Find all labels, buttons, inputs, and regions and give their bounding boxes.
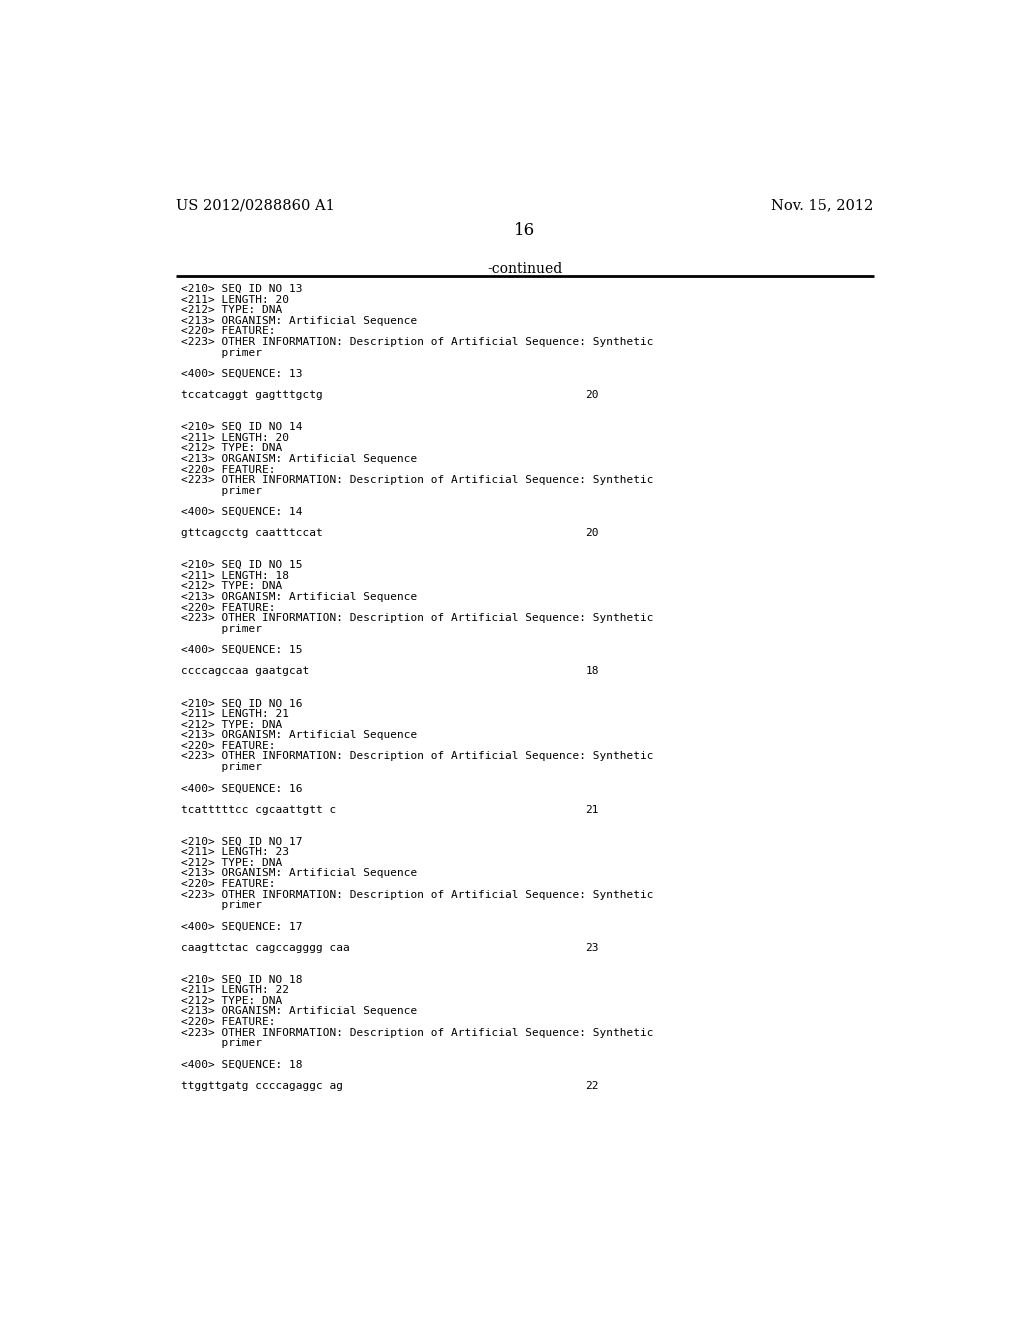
Text: <212> TYPE: DNA: <212> TYPE: DNA [180, 305, 282, 315]
Text: <220> FEATURE:: <220> FEATURE: [180, 1018, 275, 1027]
Text: <213> ORGANISM: Artificial Sequence: <213> ORGANISM: Artificial Sequence [180, 593, 417, 602]
Text: <400> SEQUENCE: 13: <400> SEQUENCE: 13 [180, 368, 302, 379]
Text: primer: primer [180, 900, 262, 911]
Text: ttggttgatg ccccagaggc ag: ttggttgatg ccccagaggc ag [180, 1081, 343, 1090]
Text: <213> ORGANISM: Artificial Sequence: <213> ORGANISM: Artificial Sequence [180, 1006, 417, 1016]
Text: <212> TYPE: DNA: <212> TYPE: DNA [180, 581, 282, 591]
Text: <400> SEQUENCE: 14: <400> SEQUENCE: 14 [180, 507, 302, 517]
Text: <210> SEQ ID NO 14: <210> SEQ ID NO 14 [180, 422, 302, 432]
Text: <211> LENGTH: 21: <211> LENGTH: 21 [180, 709, 289, 719]
Text: <220> FEATURE:: <220> FEATURE: [180, 603, 275, 612]
Text: <212> TYPE: DNA: <212> TYPE: DNA [180, 444, 282, 453]
Text: <220> FEATURE:: <220> FEATURE: [180, 465, 275, 475]
Text: tccatcaggt gagtttgctg: tccatcaggt gagtttgctg [180, 391, 323, 400]
Text: primer: primer [180, 624, 262, 634]
Text: <211> LENGTH: 18: <211> LENGTH: 18 [180, 570, 289, 581]
Text: <223> OTHER INFORMATION: Description of Artificial Sequence: Synthetic: <223> OTHER INFORMATION: Description of … [180, 751, 653, 762]
Text: <223> OTHER INFORMATION: Description of Artificial Sequence: Synthetic: <223> OTHER INFORMATION: Description of … [180, 475, 653, 486]
Text: <213> ORGANISM: Artificial Sequence: <213> ORGANISM: Artificial Sequence [180, 315, 417, 326]
Text: <210> SEQ ID NO 15: <210> SEQ ID NO 15 [180, 560, 302, 570]
Text: <213> ORGANISM: Artificial Sequence: <213> ORGANISM: Artificial Sequence [180, 869, 417, 878]
Text: <212> TYPE: DNA: <212> TYPE: DNA [180, 858, 282, 867]
Text: <210> SEQ ID NO 18: <210> SEQ ID NO 18 [180, 974, 302, 985]
Text: <210> SEQ ID NO 16: <210> SEQ ID NO 16 [180, 698, 302, 709]
Text: 23: 23 [586, 942, 599, 953]
Text: <223> OTHER INFORMATION: Description of Artificial Sequence: Synthetic: <223> OTHER INFORMATION: Description of … [180, 1028, 653, 1038]
Text: <211> LENGTH: 20: <211> LENGTH: 20 [180, 294, 289, 305]
Text: 22: 22 [586, 1081, 599, 1090]
Text: primer: primer [180, 1039, 262, 1048]
Text: 20: 20 [586, 391, 599, 400]
Text: -continued: -continued [487, 263, 562, 276]
Text: <211> LENGTH: 22: <211> LENGTH: 22 [180, 985, 289, 995]
Text: <220> FEATURE:: <220> FEATURE: [180, 741, 275, 751]
Text: <223> OTHER INFORMATION: Description of Artificial Sequence: Synthetic: <223> OTHER INFORMATION: Description of … [180, 337, 653, 347]
Text: <223> OTHER INFORMATION: Description of Artificial Sequence: Synthetic: <223> OTHER INFORMATION: Description of … [180, 890, 653, 900]
Text: primer: primer [180, 762, 262, 772]
Text: <400> SEQUENCE: 15: <400> SEQUENCE: 15 [180, 645, 302, 655]
Text: US 2012/0288860 A1: US 2012/0288860 A1 [176, 198, 335, 213]
Text: <400> SEQUENCE: 18: <400> SEQUENCE: 18 [180, 1060, 302, 1069]
Text: primer: primer [180, 486, 262, 496]
Text: 21: 21 [586, 805, 599, 814]
Text: Nov. 15, 2012: Nov. 15, 2012 [771, 198, 873, 213]
Text: <213> ORGANISM: Artificial Sequence: <213> ORGANISM: Artificial Sequence [180, 454, 417, 463]
Text: tcatttttcc cgcaattgtt c: tcatttttcc cgcaattgtt c [180, 805, 336, 814]
Text: 20: 20 [586, 528, 599, 539]
Text: <400> SEQUENCE: 17: <400> SEQUENCE: 17 [180, 921, 302, 932]
Text: <223> OTHER INFORMATION: Description of Artificial Sequence: Synthetic: <223> OTHER INFORMATION: Description of … [180, 614, 653, 623]
Text: <211> LENGTH: 20: <211> LENGTH: 20 [180, 433, 289, 442]
Text: <220> FEATURE:: <220> FEATURE: [180, 879, 275, 888]
Text: <400> SEQUENCE: 16: <400> SEQUENCE: 16 [180, 783, 302, 793]
Text: <210> SEQ ID NO 17: <210> SEQ ID NO 17 [180, 837, 302, 846]
Text: <212> TYPE: DNA: <212> TYPE: DNA [180, 995, 282, 1006]
Text: gttcagcctg caatttccat: gttcagcctg caatttccat [180, 528, 323, 539]
Text: primer: primer [180, 347, 262, 358]
Text: 16: 16 [514, 222, 536, 239]
Text: 18: 18 [586, 667, 599, 676]
Text: <210> SEQ ID NO 13: <210> SEQ ID NO 13 [180, 284, 302, 294]
Text: <213> ORGANISM: Artificial Sequence: <213> ORGANISM: Artificial Sequence [180, 730, 417, 741]
Text: caagttctac cagccagggg caa: caagttctac cagccagggg caa [180, 942, 349, 953]
Text: <212> TYPE: DNA: <212> TYPE: DNA [180, 719, 282, 730]
Text: <211> LENGTH: 23: <211> LENGTH: 23 [180, 847, 289, 857]
Text: ccccagccaa gaatgcat: ccccagccaa gaatgcat [180, 667, 309, 676]
Text: <220> FEATURE:: <220> FEATURE: [180, 326, 275, 337]
